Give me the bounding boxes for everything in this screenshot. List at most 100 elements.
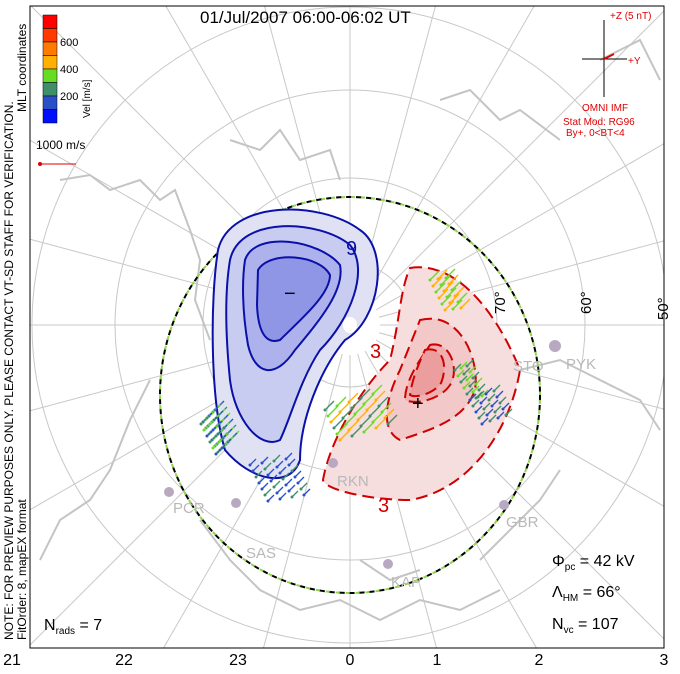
colorbar-swatch <box>42 68 58 83</box>
velocity-vector <box>303 488 311 496</box>
meridian-line <box>364 6 535 300</box>
velocity-vector <box>451 280 462 291</box>
velocity-vector <box>360 416 371 427</box>
velocity-vector <box>443 281 454 292</box>
velocity-vector <box>375 418 386 429</box>
latitude-label-60: 60° <box>578 291 595 314</box>
station-label: SAS <box>246 545 277 562</box>
velocity-vector <box>472 399 480 407</box>
velocity-vector <box>291 490 299 498</box>
colorbar-tick: 600 <box>60 37 79 49</box>
velocity-vector <box>375 390 386 401</box>
velocity-vector <box>288 484 296 492</box>
radar-station-markers <box>164 340 561 569</box>
stat-n-vc: Nvc = 107 <box>552 616 619 637</box>
velocity-vector <box>475 405 483 413</box>
colorbar-swatch <box>42 82 58 97</box>
velocity-vector <box>441 294 452 305</box>
latitude-label-70: 70° <box>492 291 509 314</box>
velocity-vector <box>360 388 371 399</box>
velocity-vector <box>282 472 290 480</box>
velocity-vector <box>264 488 272 496</box>
velocity-vector <box>502 402 510 410</box>
velocity-vector <box>497 411 505 419</box>
coastlines <box>39 38 661 622</box>
velocity-vector <box>384 408 395 419</box>
stat-lambda-hm: ΛHM = 66° <box>552 584 621 605</box>
velocity-vector <box>209 432 220 443</box>
velocity-vector <box>437 269 448 280</box>
velocity-vector <box>452 299 463 310</box>
velocity-vector <box>481 417 489 425</box>
velocity-vector <box>291 464 299 472</box>
velocity-vector <box>330 412 341 423</box>
velocity-vector <box>477 390 485 398</box>
velocity-vector <box>448 274 459 285</box>
velocity-vector <box>463 367 471 375</box>
velocity-vector <box>475 377 483 385</box>
imf-z-label: +Z (5 nT) <box>610 11 652 22</box>
velocity-vector <box>279 466 287 474</box>
velocity-vector <box>469 379 477 387</box>
velocity-vector <box>478 411 486 419</box>
mlt-label: 1 <box>432 652 442 669</box>
velocity-vector <box>369 406 380 417</box>
colorbar-tick: 200 <box>60 91 79 103</box>
velocity-vector <box>324 400 335 411</box>
velocity-vector <box>457 292 468 303</box>
velocity-vector <box>336 396 347 407</box>
velocity-vector <box>372 384 383 395</box>
map-title: 01/Jul/2007 06:00-06:02 UT <box>200 8 411 27</box>
velocity-vector <box>288 458 296 466</box>
velocity-vector <box>485 387 493 395</box>
velocity-vector <box>446 287 457 298</box>
velocity-vector <box>491 399 499 407</box>
velocity-vector <box>276 460 284 468</box>
velocity-vector <box>478 383 486 391</box>
velocity-vector <box>460 361 468 369</box>
velocity-vector <box>466 359 474 367</box>
velocity-vector <box>348 420 359 431</box>
colorbar-swatch <box>42 109 58 124</box>
velocity-vector <box>454 363 462 371</box>
stat-phi-pc: Φpc = 42 kV <box>552 553 635 574</box>
velocity-vector <box>445 268 456 279</box>
velocity-vector <box>285 452 293 460</box>
velocity-vector <box>494 405 502 413</box>
velocity-vector <box>327 406 338 417</box>
velocity-vector <box>342 408 353 419</box>
station-label: STO <box>513 358 544 375</box>
imf-source: OMNI IMF <box>582 103 629 114</box>
scale-vector-label: 1000 m/s <box>36 138 86 152</box>
velocity-vector <box>252 464 260 472</box>
velocity-vector <box>372 412 383 423</box>
velocity-vector <box>363 394 374 405</box>
velocity-vector <box>255 470 263 478</box>
negative-cell <box>211 208 379 479</box>
velocity-vector <box>212 438 223 449</box>
contour-label-negative: 9 <box>346 238 357 260</box>
velocity-vector <box>438 288 449 299</box>
velocity-vector <box>463 381 471 389</box>
velocity-vector <box>469 393 477 401</box>
velocity-vector <box>493 384 501 392</box>
velocity-vector <box>378 396 389 407</box>
velocity-vector <box>348 392 359 403</box>
coordinate-label: MLT coordinates <box>15 24 29 112</box>
colorbar-swatch <box>42 28 58 43</box>
positive-cell <box>321 266 522 502</box>
maximum-marker: + <box>412 393 424 415</box>
pole-gap <box>343 317 357 333</box>
station-label: PYK <box>566 356 597 373</box>
preview-note: NOTE: FOR PREVIEW PURPOSES ONLY. PLEASE … <box>2 101 16 640</box>
velocity-vector <box>432 276 443 287</box>
imf-clock-dial <box>582 20 627 97</box>
colorbar <box>42 14 58 124</box>
velocity-vector <box>466 373 474 381</box>
velocity-vector <box>457 369 465 377</box>
station-label: PCR <box>173 500 205 517</box>
velocity-vector <box>300 482 308 490</box>
velocity-vector <box>267 468 275 476</box>
